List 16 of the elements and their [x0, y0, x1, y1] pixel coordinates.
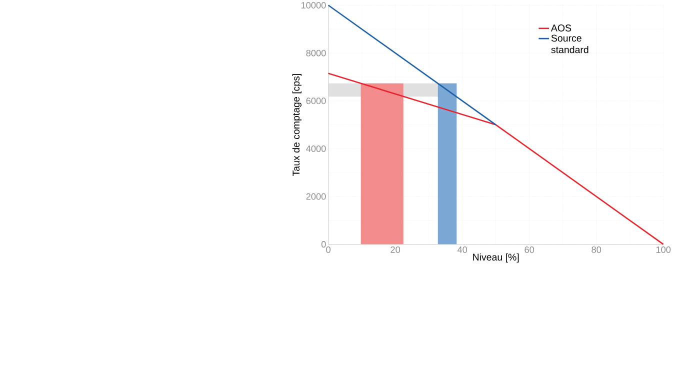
legend-label: Source standard: [551, 34, 588, 54]
y-tick-label: 4000: [306, 146, 326, 152]
x-tick-label: 100: [656, 246, 671, 254]
y-tick-label: 10000: [301, 2, 326, 9]
y-tick-label: 6000: [306, 98, 326, 104]
x-tick-label: 40: [457, 246, 468, 254]
y-tick-label: 2000: [306, 193, 326, 200]
legend-label: AOS: [550, 24, 572, 32]
y-tick-label: 0: [321, 241, 326, 248]
x-tick-label: 0: [326, 246, 331, 254]
x-axis-title: Niveau [%]: [473, 254, 519, 263]
y-tick-label: 8000: [306, 50, 326, 56]
x-tick-label: 60: [524, 246, 534, 254]
x-tick-label: 80: [592, 246, 602, 254]
y-axis-title: Taux de comptage [cps]: [292, 74, 302, 176]
x-tick-label: 20: [390, 246, 400, 254]
